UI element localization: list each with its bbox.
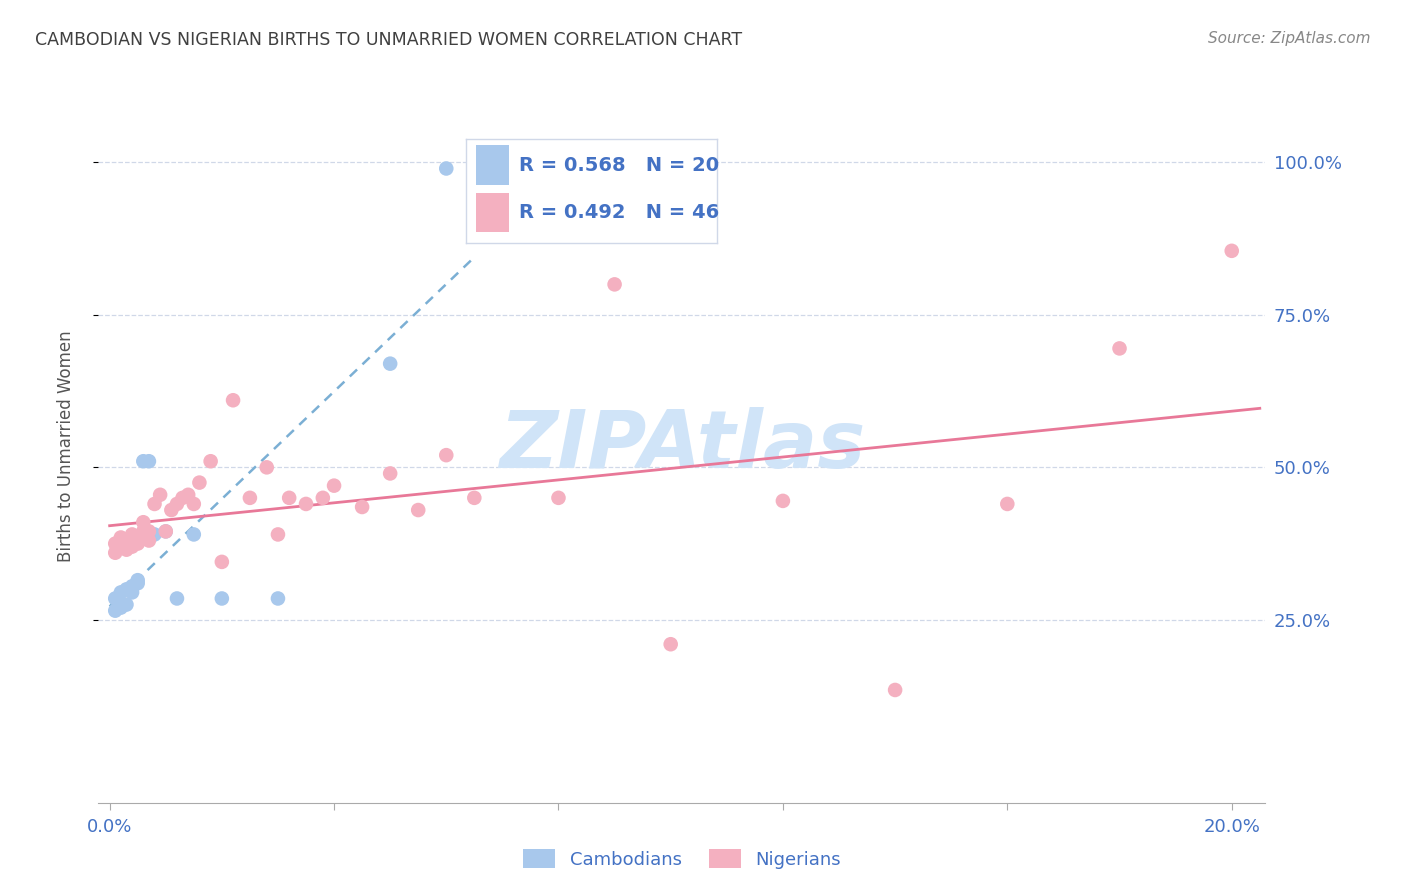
- Text: ZIPAtlas: ZIPAtlas: [499, 407, 865, 485]
- Point: [772, 494, 794, 508]
- Text: R = 0.568   N = 20: R = 0.568 N = 20: [519, 155, 718, 175]
- Point: [110, 585, 132, 599]
- Point: [463, 491, 485, 505]
- Point: [138, 454, 160, 468]
- Point: [312, 491, 335, 505]
- Point: [110, 531, 132, 545]
- Text: CAMBODIAN VS NIGERIAN BIRTHS TO UNMARRIED WOMEN CORRELATION CHART: CAMBODIAN VS NIGERIAN BIRTHS TO UNMARRIE…: [35, 31, 742, 49]
- Point: [547, 491, 569, 505]
- Point: [143, 497, 166, 511]
- Point: [239, 491, 262, 505]
- FancyBboxPatch shape: [477, 145, 509, 185]
- Point: [121, 579, 143, 593]
- Point: [155, 524, 177, 539]
- Point: [121, 527, 143, 541]
- Point: [278, 491, 301, 505]
- Point: [110, 540, 132, 554]
- Point: [183, 497, 205, 511]
- Point: [115, 533, 138, 548]
- Point: [211, 591, 233, 606]
- Point: [115, 542, 138, 557]
- Point: [1108, 342, 1130, 356]
- Point: [115, 582, 138, 597]
- Y-axis label: Births to Unmarried Women: Births to Unmarried Women: [56, 330, 75, 562]
- Point: [127, 573, 149, 587]
- Point: [406, 503, 429, 517]
- Point: [188, 475, 211, 490]
- Point: [183, 527, 205, 541]
- Point: [132, 515, 155, 529]
- Point: [200, 454, 222, 468]
- Point: [143, 527, 166, 541]
- Point: [155, 524, 177, 539]
- Point: [127, 576, 149, 591]
- Point: [267, 591, 290, 606]
- Point: [115, 598, 138, 612]
- Point: [884, 683, 907, 698]
- Point: [378, 357, 402, 371]
- Point: [211, 555, 233, 569]
- Point: [1220, 244, 1243, 258]
- Point: [104, 591, 127, 606]
- Point: [138, 524, 160, 539]
- Text: R = 0.492   N = 46: R = 0.492 N = 46: [519, 203, 718, 222]
- Point: [256, 460, 278, 475]
- Point: [352, 500, 374, 514]
- Point: [378, 467, 402, 481]
- Legend: Cambodians, Nigerians: Cambodians, Nigerians: [516, 842, 848, 876]
- Point: [172, 491, 194, 505]
- Point: [127, 536, 149, 550]
- Point: [295, 497, 318, 511]
- Point: [995, 497, 1018, 511]
- Point: [132, 454, 155, 468]
- Point: [121, 585, 143, 599]
- Point: [659, 637, 682, 651]
- Point: [132, 524, 155, 539]
- Text: Source: ZipAtlas.com: Source: ZipAtlas.com: [1208, 31, 1371, 46]
- Point: [138, 533, 160, 548]
- Point: [177, 488, 200, 502]
- Point: [110, 600, 132, 615]
- FancyBboxPatch shape: [477, 193, 509, 232]
- Point: [104, 546, 127, 560]
- Point: [160, 503, 183, 517]
- Point: [166, 497, 188, 511]
- Point: [104, 604, 127, 618]
- Point: [166, 591, 188, 606]
- Point: [104, 536, 127, 550]
- Point: [127, 531, 149, 545]
- Point: [222, 393, 245, 408]
- Point: [323, 478, 346, 492]
- Point: [121, 540, 143, 554]
- Point: [434, 161, 457, 176]
- Point: [603, 277, 626, 292]
- Point: [149, 488, 172, 502]
- Point: [434, 448, 457, 462]
- Point: [267, 527, 290, 541]
